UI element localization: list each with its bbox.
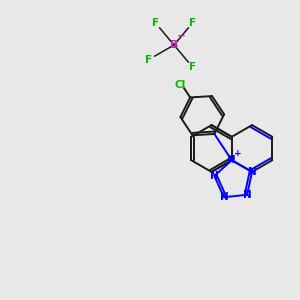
Text: N: N [220,192,228,202]
Text: N: N [227,155,236,165]
Text: F: F [145,55,152,64]
Text: F: F [189,62,196,72]
Text: F: F [152,18,159,28]
Text: B: B [170,40,178,50]
Text: N: N [210,171,219,181]
Text: F: F [189,18,196,28]
Text: N: N [248,167,256,177]
Text: N: N [243,190,251,200]
Text: −: − [177,31,186,41]
Text: Cl: Cl [174,80,185,90]
Text: +: + [234,149,242,158]
